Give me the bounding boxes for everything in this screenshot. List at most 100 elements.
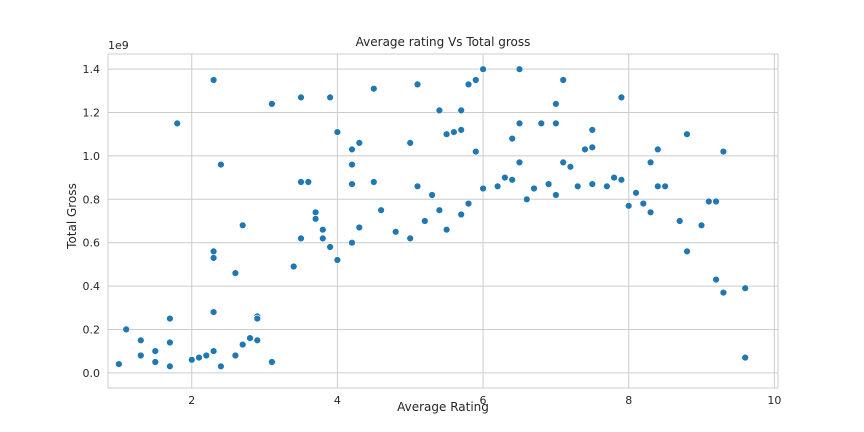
data-point — [122, 325, 130, 334]
data-point — [370, 84, 378, 93]
data-point — [741, 284, 749, 292]
y-tick-label: 0.4 — [83, 280, 101, 293]
data-point — [472, 147, 480, 156]
data-point — [515, 119, 524, 128]
data-point — [464, 80, 473, 89]
data-point — [617, 176, 626, 184]
data-point — [166, 338, 174, 347]
x-tick-label: 10 — [767, 394, 781, 407]
data-point — [646, 208, 655, 217]
data-point — [508, 176, 516, 184]
data-point — [493, 182, 502, 191]
data-point — [151, 358, 160, 366]
y-tick-labels: 0.0 0.2 0.4 0.6 0.8 1.0 1.2 1.4 — [83, 63, 101, 380]
data-point — [617, 93, 626, 102]
data-point — [202, 351, 211, 360]
data-point — [319, 226, 327, 234]
y-offset-text: 1e9 — [108, 39, 129, 52]
data-point — [239, 340, 247, 349]
data-point — [268, 358, 276, 366]
data-point — [435, 206, 444, 214]
data-point — [348, 180, 356, 188]
data-point — [515, 158, 524, 167]
data-point — [501, 173, 509, 182]
data-point — [377, 206, 385, 214]
data-point — [442, 130, 451, 138]
data-point — [311, 208, 320, 217]
data-point — [559, 76, 567, 84]
data-point — [217, 362, 225, 370]
data-point — [588, 126, 596, 134]
data-point — [297, 93, 305, 102]
data-point — [253, 314, 261, 323]
data-point — [464, 199, 473, 208]
data-point — [435, 106, 444, 115]
data-point — [654, 145, 662, 154]
data-point — [705, 197, 713, 206]
data-point — [297, 178, 305, 186]
grid-lines — [108, 54, 778, 388]
data-point — [166, 362, 174, 370]
data-point — [326, 243, 334, 251]
y-axis-label: Total Gross — [65, 183, 79, 250]
x-axis-label: Average Rating — [397, 400, 489, 414]
data-point — [573, 182, 582, 191]
y-tick-label: 0.6 — [83, 237, 101, 250]
data-point — [173, 119, 181, 128]
data-point — [370, 178, 378, 186]
x-tick-label: 2 — [188, 394, 195, 407]
data-point — [413, 182, 422, 191]
data-point — [552, 119, 560, 128]
data-point — [719, 288, 728, 297]
data-point — [355, 223, 363, 232]
data-point — [413, 80, 422, 89]
data-point — [675, 217, 684, 225]
data-point — [209, 76, 218, 84]
data-point — [209, 347, 218, 355]
data-point — [166, 314, 174, 323]
data-point — [326, 93, 334, 102]
data-point — [588, 180, 596, 188]
data-point — [304, 178, 312, 186]
data-point — [523, 195, 531, 204]
data-point — [639, 199, 647, 208]
data-point — [115, 360, 123, 368]
data-point — [231, 351, 240, 360]
data-point — [537, 119, 545, 128]
data-point — [683, 247, 691, 256]
data-point — [646, 158, 655, 167]
x-tick-label: 4 — [334, 394, 341, 407]
data-point — [479, 65, 487, 73]
x-tick-label: 8 — [625, 394, 632, 407]
y-tick-label: 1.0 — [83, 150, 101, 163]
y-tick-label: 0.0 — [83, 367, 101, 380]
data-point — [632, 189, 640, 197]
data-point — [239, 221, 247, 230]
data-point — [151, 347, 160, 355]
chart-title: Average rating Vs Total gross — [356, 35, 531, 49]
data-point — [603, 182, 611, 191]
y-tick-label: 0.8 — [83, 193, 101, 206]
data-points — [115, 65, 749, 370]
data-point — [195, 353, 203, 362]
data-point — [588, 143, 596, 152]
y-tick-label: 1.2 — [83, 107, 101, 120]
data-point — [348, 239, 356, 247]
data-point — [457, 210, 465, 219]
data-point — [268, 100, 276, 108]
data-point — [581, 145, 589, 154]
data-point — [348, 145, 356, 154]
y-tick-label: 0.2 — [83, 323, 101, 336]
data-point — [530, 184, 538, 193]
data-point — [333, 128, 342, 136]
data-point — [442, 226, 451, 234]
data-point — [683, 130, 691, 138]
data-point — [209, 247, 218, 256]
data-point — [311, 215, 320, 223]
data-point — [137, 336, 145, 344]
data-point — [559, 158, 567, 167]
data-point — [392, 228, 400, 236]
data-point — [355, 139, 363, 147]
data-point — [741, 353, 749, 362]
